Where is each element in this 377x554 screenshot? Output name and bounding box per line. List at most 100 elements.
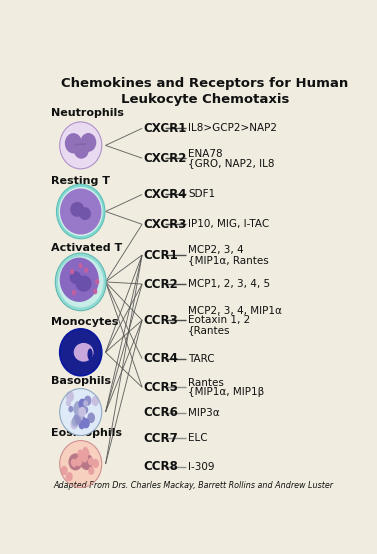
Circle shape xyxy=(81,407,84,411)
Text: MIP3α: MIP3α xyxy=(188,408,219,418)
Text: {GRO, NAP2, IL8: {GRO, NAP2, IL8 xyxy=(188,158,274,168)
Circle shape xyxy=(72,417,78,426)
Ellipse shape xyxy=(80,133,96,152)
Ellipse shape xyxy=(80,454,93,470)
Circle shape xyxy=(75,402,80,409)
Circle shape xyxy=(79,452,84,460)
Circle shape xyxy=(78,408,83,415)
Circle shape xyxy=(67,473,72,480)
Text: Rantes: Rantes xyxy=(188,378,224,388)
Text: SDF1: SDF1 xyxy=(188,189,215,199)
Circle shape xyxy=(89,468,93,474)
Circle shape xyxy=(79,399,86,409)
Circle shape xyxy=(72,461,76,466)
Circle shape xyxy=(76,413,82,423)
Circle shape xyxy=(85,450,89,455)
Ellipse shape xyxy=(87,348,93,361)
Circle shape xyxy=(83,407,87,413)
Ellipse shape xyxy=(74,343,93,362)
Circle shape xyxy=(79,416,85,425)
Text: CCR3: CCR3 xyxy=(144,314,178,327)
Text: ENA78: ENA78 xyxy=(188,148,222,158)
Circle shape xyxy=(85,268,87,273)
Text: Chemokines and Receptors for Human
Leukocyte Chemotaxis: Chemokines and Receptors for Human Leuko… xyxy=(61,77,348,106)
Ellipse shape xyxy=(57,184,105,239)
Circle shape xyxy=(94,289,97,294)
Ellipse shape xyxy=(74,141,89,159)
Text: Eotaxin 1, 2: Eotaxin 1, 2 xyxy=(188,315,250,325)
Text: Monocytes: Monocytes xyxy=(51,316,118,326)
Text: IL8>GCP2>NAP2: IL8>GCP2>NAP2 xyxy=(188,124,277,134)
Circle shape xyxy=(74,417,79,424)
Circle shape xyxy=(75,415,78,420)
Text: Adapted From Drs. Charles Mackay, Barrett Rollins and Andrew Luster: Adapted From Drs. Charles Mackay, Barret… xyxy=(53,481,333,490)
Ellipse shape xyxy=(65,133,82,153)
Circle shape xyxy=(92,397,98,406)
Text: CCR8: CCR8 xyxy=(144,460,178,473)
Ellipse shape xyxy=(60,122,102,169)
Circle shape xyxy=(67,392,73,401)
Circle shape xyxy=(71,420,77,429)
Ellipse shape xyxy=(60,388,102,435)
Text: MCP2, 3, 4: MCP2, 3, 4 xyxy=(188,245,244,255)
Text: IP10, MIG, I-TAC: IP10, MIG, I-TAC xyxy=(188,219,269,229)
Circle shape xyxy=(84,401,87,406)
Circle shape xyxy=(82,454,87,462)
Circle shape xyxy=(83,448,87,453)
Circle shape xyxy=(72,290,75,295)
Circle shape xyxy=(79,406,84,413)
Text: {MIP1α, Rantes: {MIP1α, Rantes xyxy=(188,255,269,265)
Text: Resting T: Resting T xyxy=(51,176,110,186)
Text: CCR2: CCR2 xyxy=(144,278,178,290)
Text: MCP2, 3, 4, MIP1α: MCP2, 3, 4, MIP1α xyxy=(188,306,282,316)
Text: MCP1, 2, 3, 4, 5: MCP1, 2, 3, 4, 5 xyxy=(188,279,270,289)
Circle shape xyxy=(72,459,76,465)
Ellipse shape xyxy=(70,271,81,284)
Circle shape xyxy=(70,269,74,274)
Circle shape xyxy=(78,450,83,457)
Text: CCR4: CCR4 xyxy=(144,352,178,365)
Text: Basophils: Basophils xyxy=(51,376,110,386)
Text: CXCR3: CXCR3 xyxy=(144,218,187,231)
Circle shape xyxy=(89,458,93,465)
Circle shape xyxy=(83,419,89,428)
Ellipse shape xyxy=(59,187,103,236)
Circle shape xyxy=(66,475,70,480)
Text: ELC: ELC xyxy=(188,433,208,443)
Text: Eosinophils: Eosinophils xyxy=(51,428,122,438)
Ellipse shape xyxy=(58,257,104,307)
Text: {MIP1α, MIP1β: {MIP1α, MIP1β xyxy=(188,387,264,397)
Ellipse shape xyxy=(76,275,92,292)
Ellipse shape xyxy=(69,453,83,470)
Circle shape xyxy=(74,415,80,424)
Ellipse shape xyxy=(60,329,102,376)
Circle shape xyxy=(82,401,85,406)
Text: CCR7: CCR7 xyxy=(144,432,178,445)
Circle shape xyxy=(74,404,80,412)
Ellipse shape xyxy=(60,258,99,302)
Text: CXCR2: CXCR2 xyxy=(144,152,187,165)
Text: CCR5: CCR5 xyxy=(144,381,178,394)
Circle shape xyxy=(80,407,85,416)
Circle shape xyxy=(79,264,82,268)
Circle shape xyxy=(88,413,94,422)
Circle shape xyxy=(69,407,72,412)
Circle shape xyxy=(79,411,84,418)
Text: CXCR4: CXCR4 xyxy=(144,188,187,201)
Ellipse shape xyxy=(60,188,101,234)
Text: {Rantes: {Rantes xyxy=(188,325,230,335)
Text: TARC: TARC xyxy=(188,353,215,363)
Circle shape xyxy=(76,458,81,465)
Circle shape xyxy=(85,396,91,405)
Text: Neutrophils: Neutrophils xyxy=(51,109,124,119)
Ellipse shape xyxy=(60,440,102,488)
Text: Activated T: Activated T xyxy=(51,243,122,253)
Circle shape xyxy=(96,280,99,284)
Text: CCR1: CCR1 xyxy=(144,249,178,261)
Ellipse shape xyxy=(79,207,91,220)
Ellipse shape xyxy=(55,253,106,311)
Ellipse shape xyxy=(70,202,84,217)
Circle shape xyxy=(74,407,80,414)
Circle shape xyxy=(61,466,67,474)
Circle shape xyxy=(67,400,70,406)
